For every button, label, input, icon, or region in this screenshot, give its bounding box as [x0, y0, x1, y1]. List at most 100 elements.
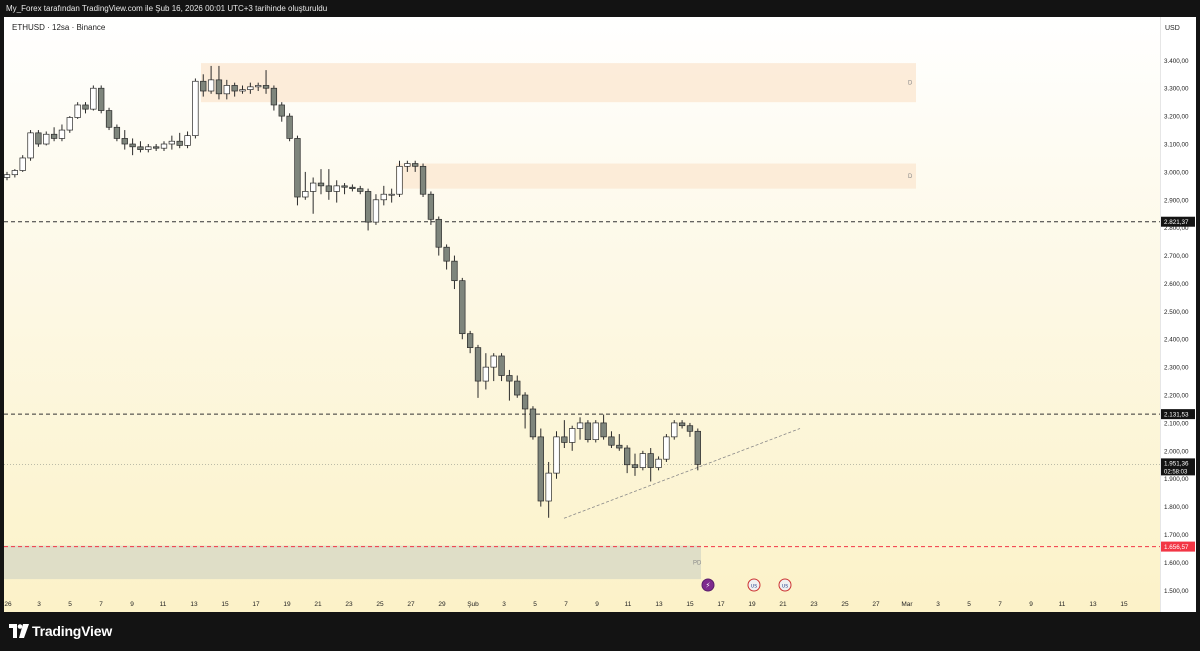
y-tick-label: 2.900,00	[1164, 197, 1189, 204]
y-tick-label: 1.700,00	[1164, 532, 1189, 539]
us-flag-event-icon-1-glyph: US	[751, 584, 757, 590]
y-tick-label: 2.500,00	[1164, 309, 1189, 316]
zone-1	[201, 63, 916, 103]
footer-bar	[0, 612, 1200, 651]
candle	[412, 163, 419, 167]
x-tick-label: 5	[68, 601, 72, 608]
candle	[247, 86, 254, 90]
candle	[372, 199, 380, 223]
candle	[631, 464, 639, 468]
candle	[239, 89, 246, 92]
candle	[529, 408, 537, 438]
x-tick-label: 19	[283, 601, 291, 608]
x-tick-label: 23	[810, 601, 818, 608]
x-tick-label: 21	[314, 601, 322, 608]
us-flag-event-icon-2-bg	[778, 578, 792, 592]
tradingview-logo[interactable]: TradingView	[9, 622, 113, 642]
lightning-event-icon-glyph: ⚡	[706, 582, 711, 590]
candle	[11, 170, 19, 176]
candle	[341, 185, 348, 188]
candle	[514, 380, 521, 396]
x-tick-label: 21	[779, 601, 787, 608]
x-tick-label: 13	[655, 601, 663, 608]
candle	[74, 104, 81, 118]
x-tick-label: 3	[502, 601, 506, 608]
candle	[168, 140, 176, 145]
x-tick-label: 11	[160, 601, 167, 608]
x-tick-label: Şub	[467, 601, 479, 608]
y-tick-label: 3.200,00	[1164, 114, 1189, 121]
x-tick-label: 7	[99, 601, 103, 608]
x-tick-label: 11	[1059, 601, 1066, 608]
x-tick-label: 15	[221, 601, 229, 608]
price-tag-2	[1161, 409, 1195, 420]
y-tick-label: 2.300,00	[1164, 365, 1189, 372]
candle	[4, 174, 11, 178]
chart-frame: D D PD 26 3 5 7 9 11 13 15 17 19 21 23 25 27 29 Şub 3 5 7 9 11 1…	[4, 17, 1196, 612]
candle	[294, 138, 301, 198]
candle	[655, 458, 662, 468]
x-tick-label: 25	[841, 601, 849, 608]
candle	[317, 182, 325, 187]
price-tag-1	[1161, 216, 1195, 227]
candle	[207, 79, 215, 92]
candle	[404, 163, 411, 167]
zone-label: D	[908, 174, 913, 180]
candle	[521, 394, 529, 410]
candle	[608, 436, 615, 446]
candle	[584, 422, 592, 441]
currency-label: USD	[1165, 25, 1180, 32]
candle	[435, 218, 442, 248]
x-tick-label: 15	[1120, 601, 1128, 608]
candle	[451, 260, 458, 282]
candle	[231, 85, 238, 92]
candle	[43, 133, 50, 145]
snapshot-caption: My_Forex tarafından TradingView.com ile …	[6, 4, 328, 13]
candlestick-chart[interactable]: D D PD 26 3 5 7 9 11 13 15 17 19 21 23 25 27 29 Şub 3 5 7 9 11 1…	[4, 17, 1160, 612]
candle	[35, 132, 42, 145]
candle	[380, 193, 387, 201]
candle	[678, 422, 686, 427]
candle	[98, 87, 105, 111]
bar-countdown: 02:58:03	[1164, 469, 1188, 475]
y-tick-label: 2.100,00	[1164, 420, 1189, 427]
x-tick-label: 17	[252, 601, 260, 608]
candle	[302, 191, 309, 198]
us-flag-event-icon-1[interactable]: US	[747, 578, 761, 592]
x-tick-label: 3	[37, 601, 41, 608]
zone-2	[396, 163, 916, 189]
x-tick-label: 19	[748, 601, 756, 608]
candle	[19, 157, 26, 171]
candle	[333, 185, 340, 192]
y-tick-label: 1.900,00	[1164, 476, 1189, 483]
current-price-value: 1.951,36	[1164, 460, 1189, 467]
candle	[671, 422, 678, 438]
candle	[153, 146, 160, 149]
price-axis[interactable]	[1160, 17, 1196, 612]
candle	[498, 355, 505, 376]
x-tick-label: 15	[686, 601, 694, 608]
candle	[474, 347, 482, 382]
price-tag-label: 2.131,53	[1164, 412, 1189, 419]
candle	[357, 188, 364, 192]
zone-label: D	[908, 81, 913, 87]
y-tick-label: 2.000,00	[1164, 448, 1189, 455]
candle	[160, 143, 168, 149]
x-tick-label: 26	[4, 601, 12, 608]
candle	[490, 355, 497, 368]
candle	[663, 436, 670, 460]
candle	[286, 115, 293, 139]
candle	[113, 126, 121, 139]
x-tick-label: 9	[1029, 601, 1033, 608]
candle	[262, 85, 270, 89]
candle	[639, 453, 646, 468]
symbol-legend[interactable]: ETHUSD · 12sa · Binance	[12, 23, 106, 32]
y-tick-label: 1.600,00	[1164, 560, 1189, 567]
candle	[325, 185, 332, 192]
zone-3	[4, 545, 701, 580]
x-tick-label: 5	[967, 601, 971, 608]
us-flag-event-icon-2[interactable]: US	[778, 578, 792, 592]
candle	[545, 472, 552, 502]
lightning-event-icon[interactable]: ⚡	[701, 578, 715, 592]
candle	[192, 80, 199, 136]
